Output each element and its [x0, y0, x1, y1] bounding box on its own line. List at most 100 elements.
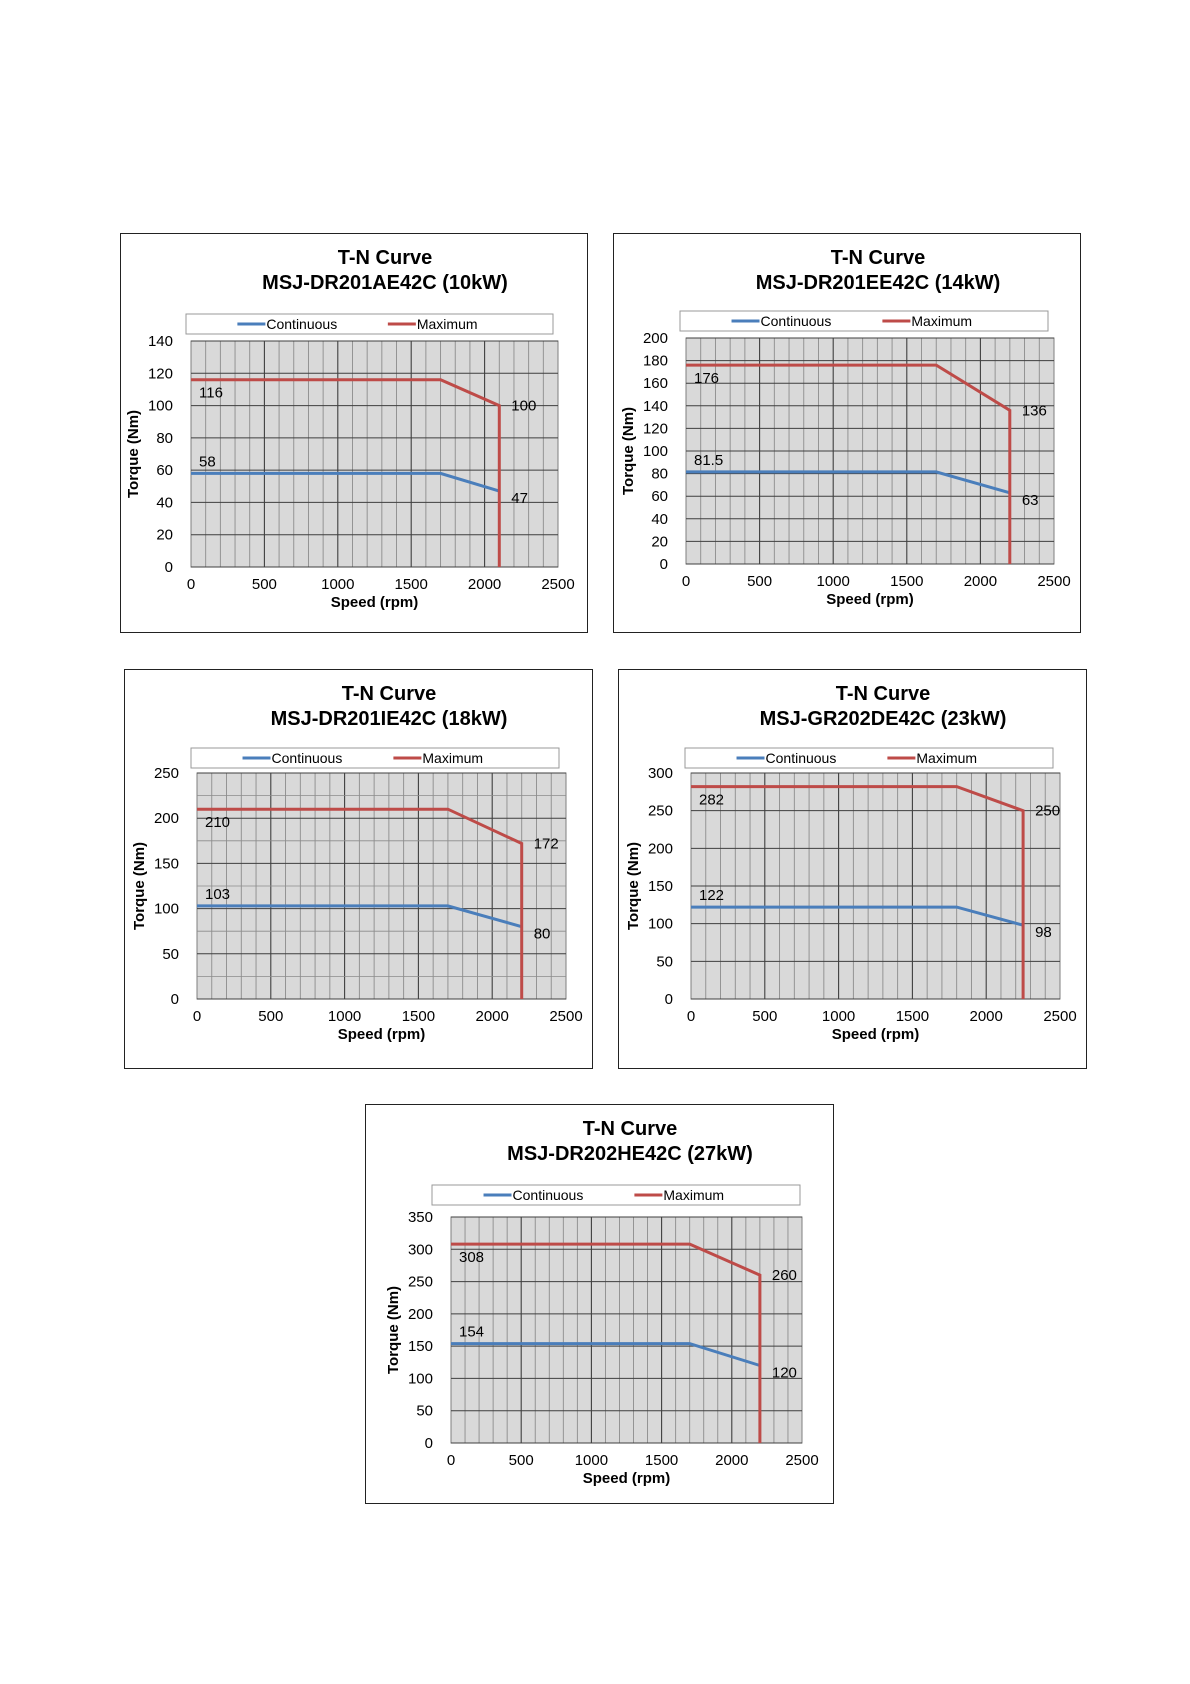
- x-tick-label: 1000: [328, 1008, 361, 1025]
- y-tick-label: 150: [648, 878, 673, 895]
- chart-subtitle: MSJ-DR201IE42C (18kW): [271, 708, 508, 730]
- y-axis-title: Torque (Nm): [385, 1286, 402, 1374]
- y-tick-label: 180: [643, 353, 668, 370]
- x-tick-label: 2000: [476, 1008, 509, 1025]
- data-label-max-start: 176: [694, 370, 719, 387]
- data-label-cont-end: 98: [1035, 924, 1052, 941]
- data-label-cont-start: 154: [459, 1324, 484, 1341]
- x-tick-label: 1000: [822, 1008, 855, 1025]
- legend-box: [679, 310, 1049, 332]
- data-label-cont-end: 80: [534, 926, 551, 943]
- y-tick-label: 50: [416, 1403, 433, 1420]
- y-axis-title: Torque (Nm): [620, 407, 637, 495]
- data-label-cont-end: 120: [772, 1365, 797, 1382]
- y-tick-label: 200: [643, 330, 668, 347]
- legend-label-maximum: Maximum: [663, 1187, 724, 1203]
- legend-label-maximum: Maximum: [916, 750, 977, 766]
- x-tick-label: 1500: [645, 1452, 678, 1469]
- series-continuous-line: [686, 470, 1011, 495]
- chart-frame-18kw: T-N Curve MSJ-DR201IE42C (18kW) Continuous…: [124, 669, 593, 1069]
- legend-label-continuous: Continuous: [513, 1187, 584, 1203]
- chart-frame-10kw: T-N Curve MSJ-DR201AE42C (10kW) Continuous…: [120, 233, 588, 633]
- x-tick-label: 2500: [1037, 573, 1070, 590]
- x-tick-label: 1000: [575, 1452, 608, 1469]
- y-tick-label: 200: [648, 840, 673, 857]
- chart-subtitle: MSJ-DR202HE42C (27kW): [507, 1143, 753, 1165]
- y-tick-label: 20: [156, 527, 173, 544]
- series-continuous-line: [197, 904, 523, 929]
- x-tick-label: 2000: [970, 1008, 1003, 1025]
- data-label-cont-end: 63: [1022, 492, 1039, 509]
- legend-box: [684, 747, 1054, 769]
- x-tick-label: 500: [252, 576, 277, 593]
- y-tick-label: 50: [656, 953, 673, 970]
- chart-frame-14kw: T-N Curve MSJ-DR201EE42C (14kW) Continuous…: [613, 233, 1081, 633]
- y-tick-label: 100: [148, 398, 173, 415]
- y-tick-label: 50: [162, 946, 179, 963]
- y-tick-label: 40: [651, 511, 668, 528]
- tn-chart-svg: T-N Curve MSJ-DR202HE42C (27kW) Continuous…: [385, 1118, 819, 1487]
- series-continuous-line: [191, 471, 500, 493]
- chart-subtitle: MSJ-DR201AE42C (10kW): [262, 272, 508, 294]
- data-label-max-start: 308: [459, 1249, 484, 1266]
- plot-area: [190, 340, 559, 568]
- tn-chart-svg: T-N Curve MSJ-GR202DE42C (23kW) Continuous…: [625, 683, 1077, 1043]
- series-continuous-line: [691, 905, 1024, 927]
- x-tick-label: 500: [258, 1008, 283, 1025]
- x-tick-label: 500: [509, 1452, 534, 1469]
- series-maximum-line: [191, 378, 501, 567]
- legend-box: [190, 747, 560, 769]
- chart-title: T-N Curve: [338, 247, 432, 269]
- plot-area: [450, 1216, 803, 1444]
- y-tick-label: 160: [643, 375, 668, 392]
- y-tick-label: 60: [156, 462, 173, 479]
- legend-label-maximum: Maximum: [422, 750, 483, 766]
- x-tick-label: 0: [193, 1008, 201, 1025]
- x-tick-label: 2500: [1043, 1008, 1076, 1025]
- y-axis-title: Torque (Nm): [125, 410, 142, 498]
- x-tick-label: 500: [752, 1008, 777, 1025]
- data-label-max-end: 100: [511, 398, 536, 415]
- legend-label-maximum: Maximum: [417, 316, 478, 332]
- data-label-max-end: 250: [1035, 803, 1060, 820]
- x-tick-label: 0: [187, 576, 195, 593]
- y-tick-label: 150: [154, 855, 179, 872]
- x-tick-label: 2000: [715, 1452, 748, 1469]
- y-tick-label: 0: [665, 991, 673, 1008]
- y-tick-label: 80: [156, 430, 173, 447]
- y-tick-label: 100: [408, 1370, 433, 1387]
- x-tick-label: 500: [747, 573, 772, 590]
- y-tick-label: 200: [154, 810, 179, 827]
- legend-label-continuous: Continuous: [766, 750, 837, 766]
- tn-chart-svg: T-N Curve MSJ-DR201EE42C (14kW) Continuous…: [620, 247, 1071, 608]
- y-axis-title: Torque (Nm): [625, 842, 642, 930]
- data-label-max-end: 260: [772, 1267, 797, 1284]
- x-tick-label: 1500: [402, 1008, 435, 1025]
- series-continuous-line: [451, 1342, 761, 1367]
- data-label-max-end: 172: [534, 836, 559, 853]
- y-tick-label: 120: [148, 365, 173, 382]
- x-tick-label: 2000: [468, 576, 501, 593]
- y-tick-label: 250: [154, 765, 179, 782]
- x-tick-label: 2500: [541, 576, 574, 593]
- x-axis-title: Speed (rpm): [331, 594, 419, 611]
- y-tick-label: 200: [408, 1306, 433, 1323]
- tn-chart-svg: T-N Curve MSJ-DR201IE42C (18kW) Continuous…: [131, 683, 583, 1043]
- legend-label-continuous: Continuous: [761, 313, 832, 329]
- x-tick-label: 1000: [817, 573, 850, 590]
- legend-label-continuous: Continuous: [266, 316, 337, 332]
- chart-frame-27kw: T-N Curve MSJ-DR202HE42C (27kW) Continuous…: [365, 1104, 834, 1504]
- x-tick-label: 1500: [890, 573, 923, 590]
- y-tick-label: 120: [643, 420, 668, 437]
- y-tick-label: 0: [660, 556, 668, 573]
- x-tick-label: 1500: [896, 1008, 929, 1025]
- series-maximum-line: [686, 363, 1012, 564]
- y-tick-label: 100: [648, 916, 673, 933]
- y-tick-label: 150: [408, 1338, 433, 1355]
- legend-label-continuous: Continuous: [272, 750, 343, 766]
- chart-title: T-N Curve: [836, 683, 930, 705]
- y-tick-label: 0: [165, 559, 173, 576]
- y-tick-label: 250: [408, 1274, 433, 1291]
- x-axis-title: Speed (rpm): [826, 591, 914, 608]
- x-axis-title: Speed (rpm): [832, 1026, 920, 1043]
